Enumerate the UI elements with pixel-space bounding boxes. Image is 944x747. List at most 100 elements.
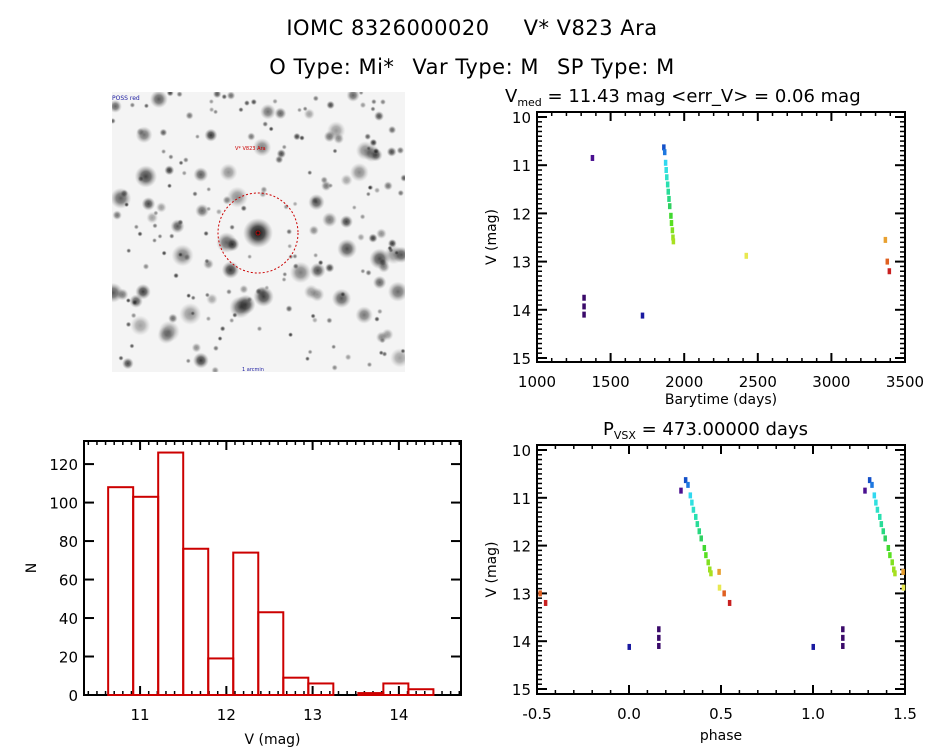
star [260, 103, 276, 120]
star [312, 95, 319, 102]
star [383, 181, 393, 191]
data-point [867, 477, 872, 484]
target-circle [217, 192, 299, 274]
data-point [662, 149, 667, 156]
chart-title-line2: O Type: Mi* Var Type: M SP Type: M [0, 55, 944, 79]
star [358, 92, 364, 96]
star [166, 92, 174, 97]
data-point [667, 203, 672, 210]
star [331, 288, 352, 309]
data-point [538, 590, 542, 597]
star [221, 93, 228, 100]
data-point [883, 535, 887, 542]
data-point [679, 487, 683, 494]
y-tick-label: 10 [512, 442, 531, 460]
data-point [878, 513, 882, 520]
star [308, 225, 320, 236]
y-tick-label: 20 [59, 649, 78, 667]
sky-image: V* V823 Ara POSS red 1 arcmin [112, 92, 405, 372]
star [182, 157, 189, 163]
data-point [671, 234, 675, 241]
star [282, 271, 288, 277]
data-point [666, 188, 671, 195]
x-tick-label: 1500 [592, 373, 630, 391]
data-point [706, 559, 710, 566]
star [321, 212, 338, 228]
histogram-bar [357, 692, 385, 696]
star [190, 310, 196, 316]
data-point [699, 535, 703, 542]
star [130, 315, 151, 336]
star [125, 321, 132, 328]
star [124, 202, 130, 208]
star [190, 295, 196, 301]
star [387, 125, 397, 135]
star [346, 92, 360, 102]
star [337, 238, 358, 259]
x-tick-label: 0.0 [617, 705, 641, 723]
star [205, 315, 212, 322]
star [193, 167, 209, 183]
data-point [841, 634, 845, 641]
star [289, 261, 312, 284]
phased-curve-axes: -0.5 0.0 0.5 1.0 1.5 10 11 12 13 14 15 [512, 442, 917, 723]
star [168, 313, 178, 324]
star [333, 133, 345, 145]
target-label: V* V823 Ara [235, 146, 266, 152]
x-tick-label: -0.5 [522, 705, 551, 723]
star [125, 297, 131, 304]
data-point [665, 181, 670, 188]
star [292, 253, 298, 259]
star [192, 191, 198, 197]
star [203, 230, 209, 237]
star [400, 174, 405, 182]
star [326, 317, 333, 324]
x-tick-label: 3500 [886, 373, 924, 391]
star [286, 228, 293, 235]
y-tick-label: 15 [512, 350, 531, 368]
data-point [688, 492, 693, 499]
histogram-bar [132, 495, 160, 697]
star [170, 219, 185, 234]
x-tick-label: 13 [303, 706, 322, 724]
x-tick-label: 2000 [665, 373, 703, 391]
star [381, 328, 394, 341]
data-point [694, 513, 698, 520]
star [364, 133, 372, 141]
star [142, 263, 150, 270]
data-point [885, 258, 890, 265]
star [373, 111, 385, 122]
star [366, 361, 373, 368]
star [157, 233, 163, 239]
star [134, 165, 158, 188]
plot-border [83, 440, 462, 696]
star [206, 293, 218, 306]
data-point [627, 643, 631, 650]
star [250, 98, 258, 106]
data-point [879, 521, 884, 528]
star [191, 342, 202, 353]
data-point [669, 220, 674, 227]
data-point [708, 566, 712, 573]
histogram-bar [182, 547, 210, 696]
y-tick-label: 11 [512, 157, 531, 175]
plot-border [536, 111, 906, 363]
data-point [543, 599, 548, 606]
y-tick-label: 120 [49, 456, 78, 474]
star [243, 100, 250, 107]
histogram-bar [307, 682, 335, 696]
star [311, 317, 318, 324]
phased-title-rest: = 473.00000 days [635, 419, 808, 440]
star [272, 98, 278, 105]
star [377, 308, 383, 315]
star [166, 183, 173, 189]
phased-curve-points [538, 477, 906, 650]
star [390, 348, 405, 368]
object-id: IOMC 8326000020 [286, 16, 490, 40]
star [296, 107, 302, 113]
star [365, 269, 372, 276]
star [183, 253, 191, 261]
star [173, 272, 179, 279]
data-point [582, 311, 586, 318]
star [178, 160, 184, 166]
